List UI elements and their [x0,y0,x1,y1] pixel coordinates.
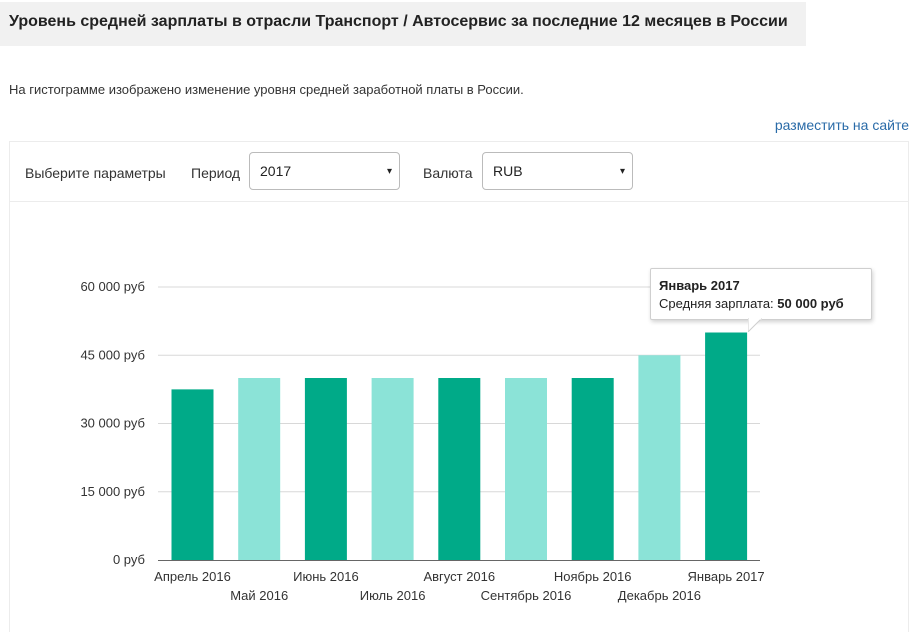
tooltip-body: Средняя зарплата: 50 000 руб [659,296,863,311]
y-tick-label: 60 000 руб [80,279,145,294]
x-tick-label: Апрель 2016 [154,569,231,584]
period-select-value: 2017 [260,163,292,179]
tooltip-pointer [748,318,762,332]
bar[interactable] [438,378,481,560]
chevron-down-icon: ▾ [386,166,392,177]
currency-select[interactable]: RUB ▾ [482,152,633,190]
params-label: Выберите параметры [25,165,166,181]
tooltip-title: Январь 2017 [659,278,740,293]
bar[interactable] [171,389,214,560]
chart-panel: Выберите параметры Период 2017 ▾ Валюта … [9,141,909,632]
bar[interactable] [505,378,547,560]
chart-controls: Выберите параметры Период 2017 ▾ Валюта … [10,142,908,202]
y-tick-label: 0 руб [113,552,145,567]
tooltip-value: 50 000 руб [777,296,844,311]
bar[interactable] [705,332,748,561]
embed-on-site-link[interactable]: разместить на сайте [774,117,909,133]
x-tick-label: Июнь 2016 [293,569,359,584]
period-select[interactable]: 2017 ▾ [249,152,400,190]
x-tick-label: Май 2016 [230,588,288,603]
currency-select-value: RUB [493,163,523,179]
bar-tooltip: Январь 2017 Средняя зарплата: 50 000 руб [650,268,872,320]
x-tick-label: Декабрь 2016 [618,588,701,603]
x-tick-label: Сентябрь 2016 [481,588,572,603]
currency-label: Валюта [423,165,473,181]
y-tick-label: 30 000 руб [80,416,145,431]
bar[interactable] [571,378,614,560]
period-label: Период [191,165,241,181]
page-title: Уровень средней зарплаты в отрасли Транс… [0,2,806,46]
bar[interactable] [304,378,347,560]
bar[interactable] [238,378,281,560]
tooltip-label: Средняя зарплата: [659,296,774,311]
y-tick-label: 15 000 руб [80,484,145,499]
x-tick-label: Ноябрь 2016 [554,569,632,584]
chevron-down-icon: ▾ [619,166,625,177]
y-tick-label: 45 000 руб [80,347,145,362]
x-tick-label: Июль 2016 [360,588,426,603]
bar[interactable] [371,378,414,560]
x-tick-label: Август 2016 [423,569,495,584]
bar[interactable] [638,355,681,560]
x-tick-label: Январь 2017 [688,569,765,584]
chart-description: На гистограмме изображено изменение уров… [9,82,524,97]
